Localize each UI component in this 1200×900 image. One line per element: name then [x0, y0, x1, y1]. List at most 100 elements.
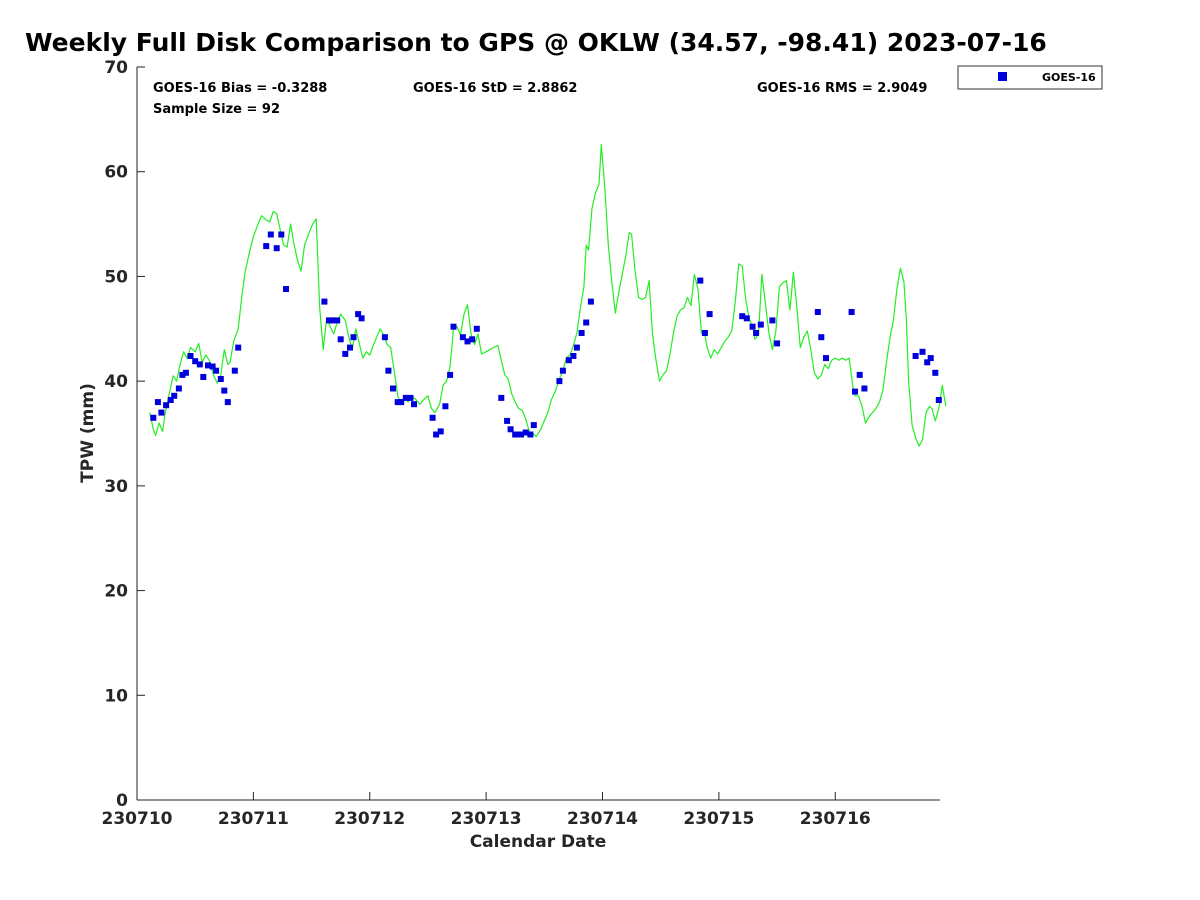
goes-point: [919, 348, 926, 355]
goes-point: [167, 397, 174, 403]
goes-point: [355, 311, 362, 318]
goes-point: [464, 338, 471, 345]
goes-point: [447, 371, 454, 378]
goes-point: [743, 315, 750, 322]
goes-point: [205, 362, 211, 369]
goes-point: [163, 402, 170, 409]
y-tick-label: 50: [104, 267, 128, 287]
goes-point: [398, 399, 405, 406]
goes-point: [358, 315, 365, 322]
goes-point: [932, 369, 939, 376]
goes-point: [263, 243, 270, 250]
goes-point: [935, 397, 942, 403]
goes-point: [390, 385, 396, 392]
goes-point: [150, 414, 157, 421]
goes-point: [329, 317, 336, 324]
goes-point: [530, 422, 537, 429]
goes-point: [512, 431, 519, 438]
goes-point: [848, 309, 855, 315]
gps-series: [149, 143, 947, 447]
goes-point: [556, 378, 563, 385]
goes-point: [321, 298, 328, 305]
y-tick-label: 10: [104, 686, 128, 706]
x-axis-label: Calendar Date: [470, 832, 607, 852]
goes-point: [757, 321, 764, 328]
goes-point: [394, 399, 401, 406]
goes-point: [381, 334, 388, 341]
gps-line: [149, 143, 947, 447]
goes-point: [814, 309, 821, 315]
goes-point: [334, 317, 341, 324]
goes-point: [267, 231, 274, 238]
y-tick-label: 30: [104, 477, 128, 497]
goes-point: [175, 385, 182, 392]
goes-point: [912, 353, 919, 359]
x-tick-label: 230711: [218, 809, 289, 829]
goes-point: [578, 330, 585, 336]
goes-point: [411, 401, 417, 408]
goes-point: [697, 277, 704, 284]
goes-point: [522, 429, 529, 436]
goes-point: [498, 394, 505, 401]
goes-point: [749, 323, 756, 330]
goes-point: [235, 344, 242, 351]
goes-point: [852, 388, 858, 395]
goes-point: [583, 319, 590, 326]
rms-stat: GOES-16 RMS = 2.9049: [757, 81, 927, 96]
y-tick-label: 60: [104, 163, 128, 183]
goes-point: [504, 417, 511, 424]
goes-point: [927, 355, 934, 362]
goes-point: [559, 367, 566, 374]
x-tick-label: 230710: [102, 809, 173, 829]
goes-point: [407, 394, 414, 401]
goes-point: [818, 334, 825, 341]
x-tick-label: 230714: [567, 809, 638, 829]
y-tick-label: 20: [104, 582, 128, 602]
y-tick-label: 40: [104, 372, 128, 392]
legend: GOES-16: [957, 65, 1103, 90]
goes-point: [587, 298, 594, 305]
goes-point: [192, 358, 199, 365]
y-tick-label: 70: [104, 58, 128, 78]
goes-point: [182, 369, 189, 376]
goes-point: [342, 350, 349, 357]
y-tick-label: 0: [116, 791, 128, 811]
axes: 0 10 20 30 40 50 60 70 230710 230711 230712 230713 2…: [102, 58, 940, 829]
x-tick-label: 230715: [683, 809, 754, 829]
goes-point: [823, 355, 829, 362]
goes-point: [187, 353, 194, 359]
std-stat: GOES-16 StD = 2.8862: [413, 81, 577, 96]
goes-point: [154, 399, 161, 406]
goes-point: [209, 363, 216, 370]
goes-point: [179, 371, 186, 378]
goes-point: [385, 367, 392, 374]
goes-point: [158, 409, 165, 416]
legend-box: [957, 65, 1103, 90]
goes-point: [706, 311, 713, 318]
goes-point: [429, 414, 436, 421]
goes-point: [565, 357, 572, 364]
goes-point: [433, 431, 440, 438]
y-axis-label: TPW (mm): [78, 383, 98, 483]
goes-point: [326, 317, 332, 324]
goes-point: [200, 374, 207, 380]
goes-point: [924, 359, 931, 366]
goes-point: [570, 353, 577, 359]
x-tick-label: 230712: [334, 809, 405, 829]
bias-stat: GOES-16 Bias = -0.3288: [153, 81, 327, 96]
goes-point: [350, 334, 357, 341]
goes-point: [196, 361, 203, 368]
goes-point: [224, 399, 231, 406]
goes-point: [518, 431, 524, 438]
goes-point: [437, 428, 444, 435]
legend-label-goes: GOES-16: [1042, 71, 1096, 84]
goes-point: [217, 376, 224, 382]
goes-point: [278, 231, 285, 238]
goes-point: [469, 336, 476, 343]
goes-point: [573, 344, 580, 351]
goes-point: [527, 431, 534, 438]
goes-point: [337, 336, 344, 343]
goes-point: [213, 367, 220, 374]
goes-point: [856, 371, 863, 378]
